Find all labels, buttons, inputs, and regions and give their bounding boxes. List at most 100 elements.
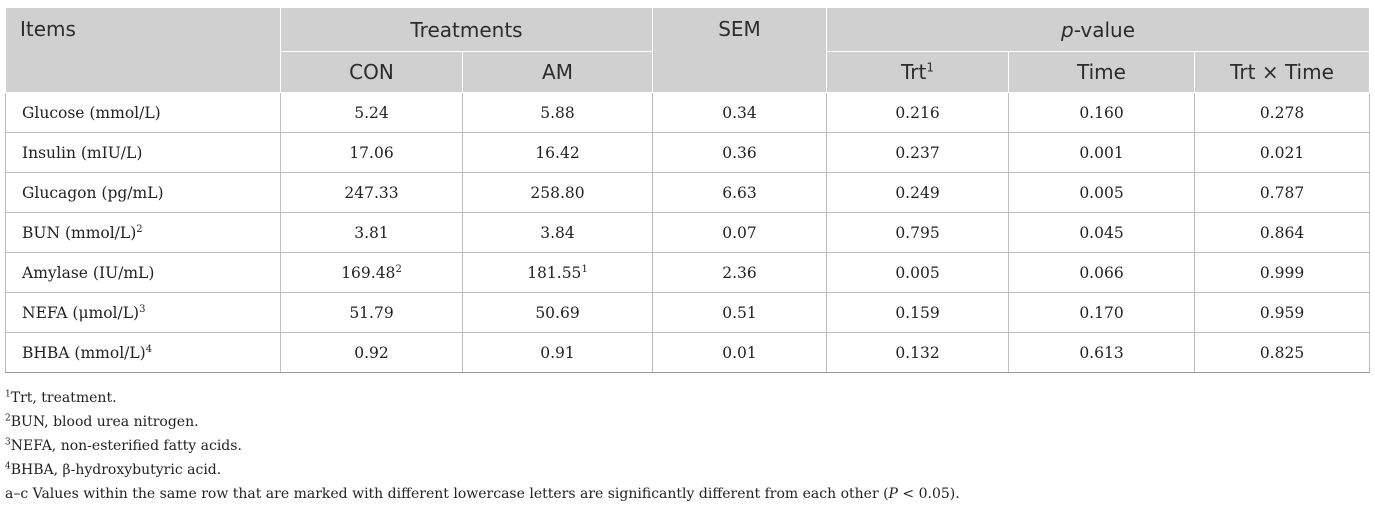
cell-con: 3.81 [280, 212, 463, 253]
table-footnotes: 1Trt, treatment. 2BUN, blood urea nitrog… [5, 386, 960, 506]
am-value: 258.80 [530, 183, 585, 202]
cell-am: 50.69 [462, 292, 653, 333]
row-item: Glucose (mmol/L) [5, 92, 281, 133]
footnote-3-sup: 3 [5, 437, 11, 448]
cell-con: 17.06 [280, 132, 463, 173]
table-row: Amylase (IU/mL) 169.482 181.551 2.36 0.0… [5, 252, 1371, 293]
row-item: Insulin (mIU/L) [5, 132, 281, 173]
cell-con: 0.92 [280, 332, 463, 373]
table-header: Items Treatments SEM p-value CON AM Trt1… [5, 7, 1371, 93]
table-row: BHBA (mmol/L)4 0.92 0.91 0.01 0.132 0.61… [5, 332, 1371, 373]
cell-am: 3.84 [462, 212, 653, 253]
header-con: CON [280, 51, 463, 93]
footnote-2: 2BUN, blood urea nitrogen. [5, 410, 960, 434]
cell-trt: 0.216 [826, 92, 1009, 133]
header-trt-x-time: Trt × Time [1193, 51, 1371, 93]
header-row-1: Items Treatments SEM p-value [5, 7, 1371, 93]
item-label: Glucagon (pg/mL) [22, 183, 164, 202]
row-item: Amylase (IU/mL) [5, 252, 281, 293]
item-label: Insulin (mIU/L) [22, 143, 143, 162]
header-am: AM [462, 51, 653, 93]
cell-con: 5.24 [280, 92, 463, 133]
footnote-4: 4BHBA, β-hydroxybutyric acid. [5, 458, 960, 482]
cell-trt-x-time: 0.959 [1193, 292, 1371, 333]
table-container: Items Treatments SEM p-value CON AM Trt1… [5, 7, 1371, 373]
header-sem: SEM [652, 7, 827, 93]
header-trt-label: Trt [901, 60, 927, 84]
header-time: Time [1008, 51, 1195, 93]
cell-trt: 0.249 [826, 172, 1009, 213]
table-row: BUN (mmol/L)2 3.81 3.84 0.07 0.795 0.045… [5, 212, 1371, 253]
cell-con: 247.33 [280, 172, 463, 213]
cell-trt: 0.005 [826, 252, 1009, 293]
con-value: 17.06 [349, 143, 394, 162]
am-value: 16.42 [535, 143, 580, 162]
item-label: Glucose (mmol/L) [22, 103, 161, 122]
cell-time: 0.045 [1008, 212, 1195, 253]
cell-trt: 0.795 [826, 212, 1009, 253]
con-sup: 2 [395, 263, 402, 275]
header-trt: Trt1 [826, 51, 1009, 93]
cell-trt-x-time: 0.278 [1193, 92, 1371, 133]
footnote-4-sup: 4 [5, 461, 11, 472]
cell-am: 0.91 [462, 332, 653, 373]
cell-trt-x-time: 0.825 [1193, 332, 1371, 373]
con-value: 3.81 [354, 223, 389, 242]
table-row: Glucagon (pg/mL) 247.33 258.80 6.63 0.24… [5, 172, 1371, 213]
table-row: Glucose (mmol/L) 5.24 5.88 0.34 0.216 0.… [5, 92, 1371, 133]
con-value: 247.33 [344, 183, 399, 202]
cell-sem: 2.36 [652, 252, 827, 293]
item-sup: 4 [145, 343, 153, 355]
footnote-5-text-b: < 0.05). [897, 486, 960, 502]
footnote-4-text: BHBA, β-hydroxybutyric acid. [10, 462, 222, 478]
cell-trt-x-time: 0.787 [1193, 172, 1371, 213]
results-table: Items Treatments SEM p-value CON AM Trt1… [5, 7, 1371, 373]
cell-trt: 0.132 [826, 332, 1009, 373]
con-value: 169.48 [341, 263, 396, 282]
cell-sem: 0.36 [652, 132, 827, 173]
row-item: BHBA (mmol/L)4 [5, 332, 281, 373]
cell-am: 16.42 [462, 132, 653, 173]
footnote-3-text: NEFA, non-esterified fatty acids. [10, 438, 242, 454]
header-pvalue-rest: -value [1073, 17, 1136, 42]
footnote-1: 1Trt, treatment. [5, 386, 960, 410]
footnote-5-p: P [888, 486, 898, 502]
item-label: BUN (mmol/L) [22, 223, 137, 242]
footnote-5-text-a: a–c Values within the same row that are … [5, 486, 889, 502]
cell-time: 0.005 [1008, 172, 1195, 213]
header-items: Items [5, 7, 281, 93]
item-sup: 3 [139, 303, 146, 315]
cell-trt-x-time: 0.999 [1193, 252, 1371, 293]
con-value: 51.79 [349, 303, 394, 322]
footnote-significance: a–c Values within the same row that are … [5, 482, 960, 506]
cell-am: 5.88 [462, 92, 653, 133]
cell-sem: 0.07 [652, 212, 827, 253]
header-trt-sup: 1 [926, 60, 934, 75]
cell-trt-x-time: 0.864 [1193, 212, 1371, 253]
con-value: 0.92 [354, 343, 389, 362]
item-sup: 2 [136, 223, 143, 235]
cell-sem: 6.63 [652, 172, 827, 213]
table-body: Glucose (mmol/L) 5.24 5.88 0.34 0.216 0.… [5, 92, 1371, 373]
footnote-2-text: BUN, blood urea nitrogen. [10, 414, 199, 430]
table-row: NEFA (μmol/L)3 51.79 50.69 0.51 0.159 0.… [5, 292, 1371, 333]
cell-con: 51.79 [280, 292, 463, 333]
cell-time: 0.613 [1008, 332, 1195, 373]
header-pvalue: p-value [825, 7, 1371, 52]
cell-time: 0.160 [1008, 92, 1195, 133]
cell-sem: 0.34 [652, 92, 827, 133]
cell-con: 169.482 [280, 252, 463, 293]
header-treatments: Treatments [280, 7, 653, 52]
cell-time: 0.066 [1008, 252, 1195, 293]
row-item: Glucagon (pg/mL) [5, 172, 281, 213]
row-item: BUN (mmol/L)2 [5, 212, 281, 253]
cell-trt-x-time: 0.021 [1193, 132, 1371, 173]
cell-am: 181.551 [462, 252, 653, 293]
cell-sem: 0.01 [652, 332, 827, 373]
footnote-2-sup: 2 [5, 413, 11, 424]
am-sup: 1 [581, 263, 588, 275]
item-label: NEFA (μmol/L) [22, 303, 140, 322]
cell-trt: 0.159 [826, 292, 1009, 333]
cell-am: 258.80 [462, 172, 653, 213]
table-row: Insulin (mIU/L) 17.06 16.42 0.36 0.237 0… [5, 132, 1371, 173]
